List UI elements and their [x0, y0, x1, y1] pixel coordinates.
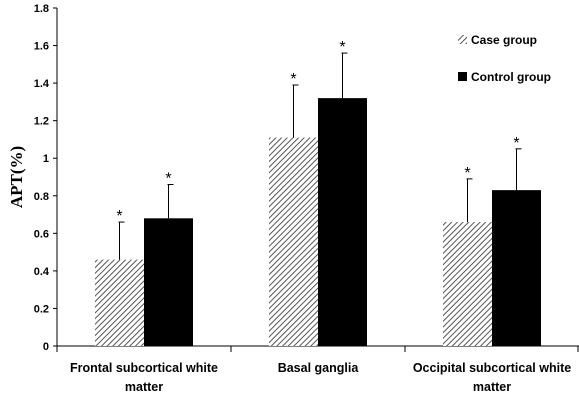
control-group-bar	[492, 190, 541, 346]
y-tick-label: 1.4	[34, 78, 50, 90]
y-tick-label: 0.4	[34, 266, 50, 278]
category-label: Occipital subcortical white matter	[413, 361, 571, 394]
y-tick-label: 1.2	[34, 116, 49, 128]
y-tick-label: 1	[43, 153, 49, 165]
significance-marker: *	[464, 165, 470, 182]
y-tick-label: 0.6	[34, 228, 49, 240]
significance-marker: *	[290, 71, 296, 88]
y-tick-label: 1.8	[34, 3, 49, 15]
y-axis-label: APT(%)	[7, 146, 26, 208]
significance-marker: *	[513, 135, 519, 152]
category-label: Basal ganglia	[278, 361, 360, 375]
bars: * * * * * *	[95, 39, 541, 346]
significance-marker: *	[339, 39, 345, 56]
control-group-bar	[318, 98, 367, 346]
case-group-bar	[443, 222, 492, 346]
case-group-bar	[269, 137, 318, 346]
y-axis: 0 0.2 0.4 0.6 0.8 1 1.2 1.4 1.6 1.8	[34, 3, 58, 353]
legend-swatch-control	[458, 72, 467, 81]
category-label: Frontal subcortical white matter	[70, 361, 218, 394]
legend-swatch-case	[458, 35, 467, 44]
control-group-bar	[144, 218, 193, 346]
case-group-bar	[95, 259, 144, 346]
legend-label: Case group	[471, 33, 537, 47]
legend: Case group Control group	[458, 33, 551, 84]
legend-label: Control group	[471, 70, 551, 84]
y-tick-label: 0.2	[34, 303, 49, 315]
y-tick-label: 0	[43, 341, 49, 353]
significance-marker: *	[165, 171, 171, 188]
y-tick-label: 1.6	[34, 41, 49, 53]
significance-marker: *	[116, 208, 122, 225]
x-axis: Frontal subcortical white matter Basal gan…	[56, 345, 579, 394]
y-tick-label: 0.8	[34, 191, 49, 203]
